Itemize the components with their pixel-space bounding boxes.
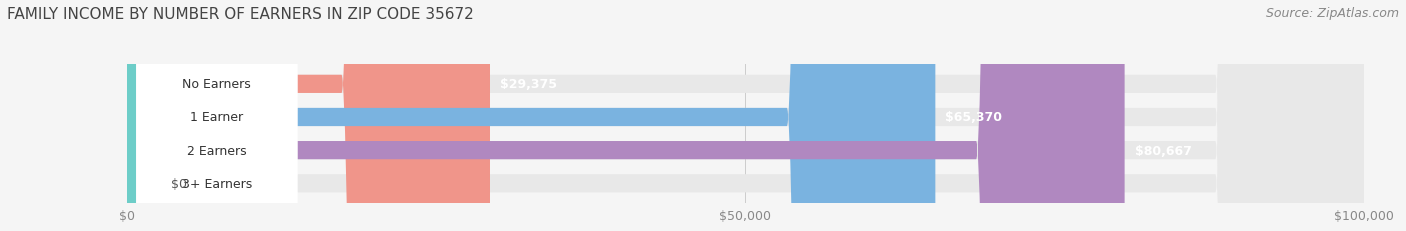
FancyBboxPatch shape	[136, 0, 297, 231]
Text: Source: ZipAtlas.com: Source: ZipAtlas.com	[1265, 7, 1399, 20]
FancyBboxPatch shape	[127, 0, 935, 231]
FancyBboxPatch shape	[127, 0, 1125, 231]
FancyBboxPatch shape	[127, 0, 491, 231]
FancyBboxPatch shape	[127, 0, 1364, 231]
Text: FAMILY INCOME BY NUMBER OF EARNERS IN ZIP CODE 35672: FAMILY INCOME BY NUMBER OF EARNERS IN ZI…	[7, 7, 474, 22]
Text: $0: $0	[172, 177, 187, 190]
FancyBboxPatch shape	[136, 0, 297, 231]
FancyBboxPatch shape	[127, 0, 1364, 231]
Text: $80,667: $80,667	[1135, 144, 1191, 157]
FancyBboxPatch shape	[127, 0, 170, 231]
FancyBboxPatch shape	[127, 0, 1364, 231]
FancyBboxPatch shape	[136, 0, 297, 231]
Text: 2 Earners: 2 Earners	[187, 144, 246, 157]
Text: $65,370: $65,370	[945, 111, 1002, 124]
Text: 1 Earner: 1 Earner	[190, 111, 243, 124]
Text: No Earners: No Earners	[183, 78, 252, 91]
Text: $29,375: $29,375	[501, 78, 557, 91]
FancyBboxPatch shape	[127, 0, 1364, 231]
Text: 3+ Earners: 3+ Earners	[181, 177, 252, 190]
FancyBboxPatch shape	[136, 0, 297, 231]
